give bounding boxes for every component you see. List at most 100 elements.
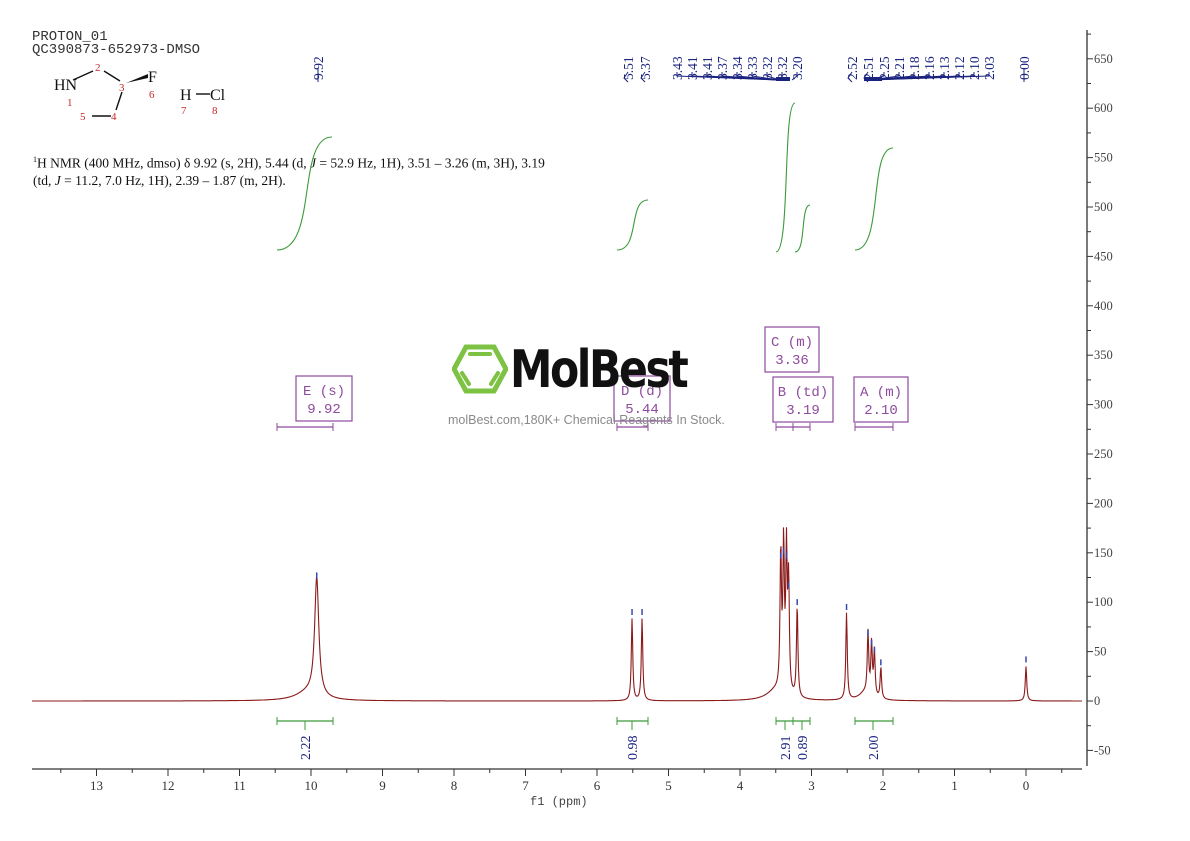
peak-label: 3.34 xyxy=(730,56,745,80)
multiplet-box-b xyxy=(772,376,834,423)
x-tick-label: 4 xyxy=(737,778,744,793)
peak-label: 5.51 xyxy=(621,56,636,80)
y-tick-label: 150 xyxy=(1094,546,1113,560)
integral-value: 2.00 xyxy=(867,736,882,761)
x-tick-label: 2 xyxy=(880,778,887,793)
atom-hn: HN xyxy=(54,77,78,94)
x-tick-label: 0 xyxy=(1023,778,1030,793)
integral-curve xyxy=(794,204,811,253)
x-tick-label: 12 xyxy=(162,778,175,793)
peak-label-connector xyxy=(751,72,780,81)
x-tick-label: 13 xyxy=(90,778,103,793)
x-tick-label: 8 xyxy=(451,778,458,793)
peak-label: 3.37 xyxy=(715,56,730,80)
peak-label: 2.03 xyxy=(982,56,997,80)
peak-label: 3.32 xyxy=(775,56,790,80)
x-tick-label: 5 xyxy=(665,778,672,793)
peak-label-connector xyxy=(869,72,990,81)
peak-label-cluster xyxy=(776,77,790,81)
peak-label: 2.51 xyxy=(861,56,876,80)
peak-label: 2.18 xyxy=(907,56,922,80)
y-tick-label: 0 xyxy=(1094,694,1100,708)
y-tick-label: 350 xyxy=(1094,348,1113,362)
multiplet-box-d xyxy=(613,375,671,422)
multiplet-shift: 9.92 xyxy=(307,402,341,418)
y-tick-label: 500 xyxy=(1094,200,1113,214)
peak-label-connector xyxy=(736,72,780,81)
multiplet-shift: 2.10 xyxy=(864,403,898,419)
atom-num-2: 2 xyxy=(95,62,101,74)
integral-value: 0.89 xyxy=(796,736,811,761)
atom-h: H xyxy=(180,87,192,104)
multiplet-box-c xyxy=(764,326,820,373)
peak-label-cluster xyxy=(864,77,882,81)
x-tick-label: 7 xyxy=(522,778,529,793)
peak-label: 5.37 xyxy=(638,56,653,80)
integral-curve xyxy=(616,199,649,251)
y-tick-label: 200 xyxy=(1094,496,1113,510)
integral-value: 2.91 xyxy=(779,736,794,761)
peak-label: 2.12 xyxy=(952,56,967,80)
atom-num-6: 6 xyxy=(149,89,155,101)
peak-label: 2.21 xyxy=(892,56,907,80)
y-tick-label: 550 xyxy=(1094,151,1113,165)
y-tick-label: 600 xyxy=(1094,101,1113,115)
multiplet-label: A (m) xyxy=(860,385,902,401)
peak-label: 3.20 xyxy=(790,56,805,80)
integral-value: 2.22 xyxy=(299,736,314,761)
peak-label: 2.16 xyxy=(922,56,937,80)
multiplet-label: E (s) xyxy=(303,384,345,400)
peak-label-connector xyxy=(847,71,853,83)
molbest-tagline: molBest.com,180K+ Chemical Reagents In S… xyxy=(448,413,725,427)
nmr-description: 1H NMR (400 MHz, dmso) δ 9.92 (s, 2H), 5… xyxy=(33,155,545,188)
atom-num-5: 5 xyxy=(80,111,86,123)
atom-num-4: 4 xyxy=(111,111,117,123)
y-tick-label: 250 xyxy=(1094,447,1113,461)
peak-label: 3.41 xyxy=(700,56,715,80)
integral-value: 0.98 xyxy=(626,736,641,761)
peak-label: 2.25 xyxy=(877,56,892,80)
x-tick-label: 6 xyxy=(594,778,601,793)
y-tick-label: 300 xyxy=(1094,398,1113,412)
x-tick-label: 3 xyxy=(808,778,815,793)
chemical-structure: HN F H Cl 1 2 3 4 5 6 7 8 xyxy=(54,62,226,123)
y-tick-label: 400 xyxy=(1094,299,1113,313)
atom-num-8: 8 xyxy=(212,105,218,117)
x-tick-label: 10 xyxy=(305,778,318,793)
peak-label: 2.13 xyxy=(937,56,952,80)
peak-label-connector xyxy=(640,71,646,83)
y-tick-label: -50 xyxy=(1094,743,1111,757)
atom-cl: Cl xyxy=(210,87,226,104)
multiplet-label: C (m) xyxy=(771,335,813,351)
spectrum-header: PROTON_01 QC390873-652973-DMSO xyxy=(32,30,201,58)
peak-label: 3.43 xyxy=(670,56,685,80)
peak-label-connector xyxy=(791,72,798,81)
multiplet-shift: 5.44 xyxy=(625,402,659,418)
header-line-2: QC390873-652973-DMSO xyxy=(32,42,201,58)
x-tick-label: 1 xyxy=(951,778,958,793)
integral-curve xyxy=(276,136,333,251)
atom-num-1: 1 xyxy=(67,97,73,109)
y-tick-label: 450 xyxy=(1094,249,1113,263)
spectrum-trace xyxy=(32,527,1082,702)
x-tick-label: 11 xyxy=(233,778,246,793)
atom-f: F xyxy=(148,69,157,86)
integral-curve xyxy=(854,147,894,251)
peak-label: 3.41 xyxy=(685,56,700,80)
multiplet-shift: 3.19 xyxy=(786,403,820,419)
molbest-logo-icon xyxy=(452,344,508,394)
peak-label: 2.52 xyxy=(845,56,860,80)
y-tick-label: 650 xyxy=(1094,52,1113,66)
y-tick-label: 100 xyxy=(1094,595,1113,609)
multiplet-box-a xyxy=(853,376,909,423)
integral-curve xyxy=(775,102,796,253)
peak-label: 3.32 xyxy=(760,56,775,80)
y-tick-label: 50 xyxy=(1094,645,1107,659)
multiplet-box-e xyxy=(295,375,353,422)
atom-num-7: 7 xyxy=(181,105,187,117)
peak-label-connector xyxy=(623,71,629,83)
peak-label-connector xyxy=(766,72,780,81)
molbest-brand: MolBest xyxy=(510,340,689,400)
peak-label: 2.10 xyxy=(967,56,982,80)
x-tick-label: 9 xyxy=(379,778,386,793)
